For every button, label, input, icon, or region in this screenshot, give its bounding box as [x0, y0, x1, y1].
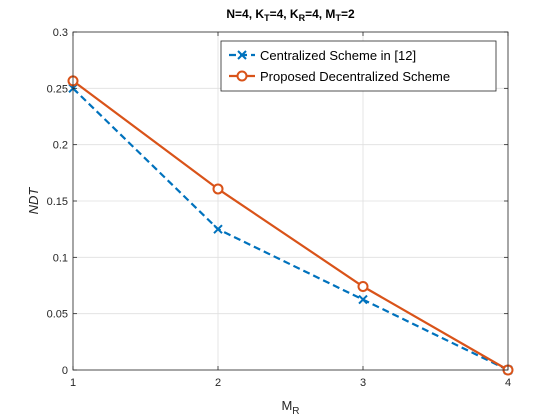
- y-axis-title: NDT: [26, 187, 41, 215]
- series-line-2: [72, 80, 509, 371]
- title-text: =4, K: [270, 7, 299, 21]
- x-axis-title: MR: [281, 398, 299, 417]
- title-text: =2: [341, 7, 355, 21]
- legend-label-2: Proposed Decentralized Scheme: [260, 69, 450, 84]
- legend-label-1: Centralized Scheme in [12]: [260, 48, 416, 63]
- y-tick-label: 0.25: [47, 83, 68, 95]
- x-tick-label: 3: [360, 377, 366, 389]
- x-axis-title-sub: R: [292, 406, 299, 417]
- x-axis-title-main: M: [281, 398, 292, 413]
- x-tick-label: 4: [505, 377, 511, 389]
- title-subscript: T: [335, 13, 341, 23]
- series-2-point: [212, 183, 224, 195]
- y-tick-label: 0: [62, 365, 68, 377]
- chart-title: N=4, KT=4, KR=4, MT=2: [226, 7, 355, 23]
- series-layer: [67, 75, 514, 376]
- legend-marker-2: [236, 70, 248, 82]
- y-tick-label: 0.2: [53, 140, 68, 152]
- y-tick-label: 0.05: [47, 309, 68, 321]
- x-tick-label: 2: [215, 377, 221, 389]
- legend: Centralized Scheme in [12] Proposed Decen…: [220, 40, 497, 92]
- title-subscript: R: [299, 13, 306, 23]
- y-tick-label: 0.3: [53, 27, 68, 39]
- series-1-point: [213, 224, 223, 234]
- title-text: =4, M: [305, 7, 335, 21]
- legend-box: [220, 40, 497, 92]
- legend-marker-1: [237, 50, 247, 60]
- series-line-1: [72, 87, 509, 371]
- y-tick-label: 0.1: [53, 252, 68, 264]
- title-text: N=4, K: [226, 7, 264, 21]
- title-subscript: T: [264, 13, 270, 23]
- y-tick-label: 0.15: [47, 196, 68, 208]
- axis-ticks: 1 2 3 4 0 0.05 0.1 0.15 0.2 0.25 0.3: [47, 27, 511, 389]
- series-2-point: [357, 281, 369, 293]
- x-tick-label: 1: [70, 377, 76, 389]
- series-1-point: [358, 294, 368, 305]
